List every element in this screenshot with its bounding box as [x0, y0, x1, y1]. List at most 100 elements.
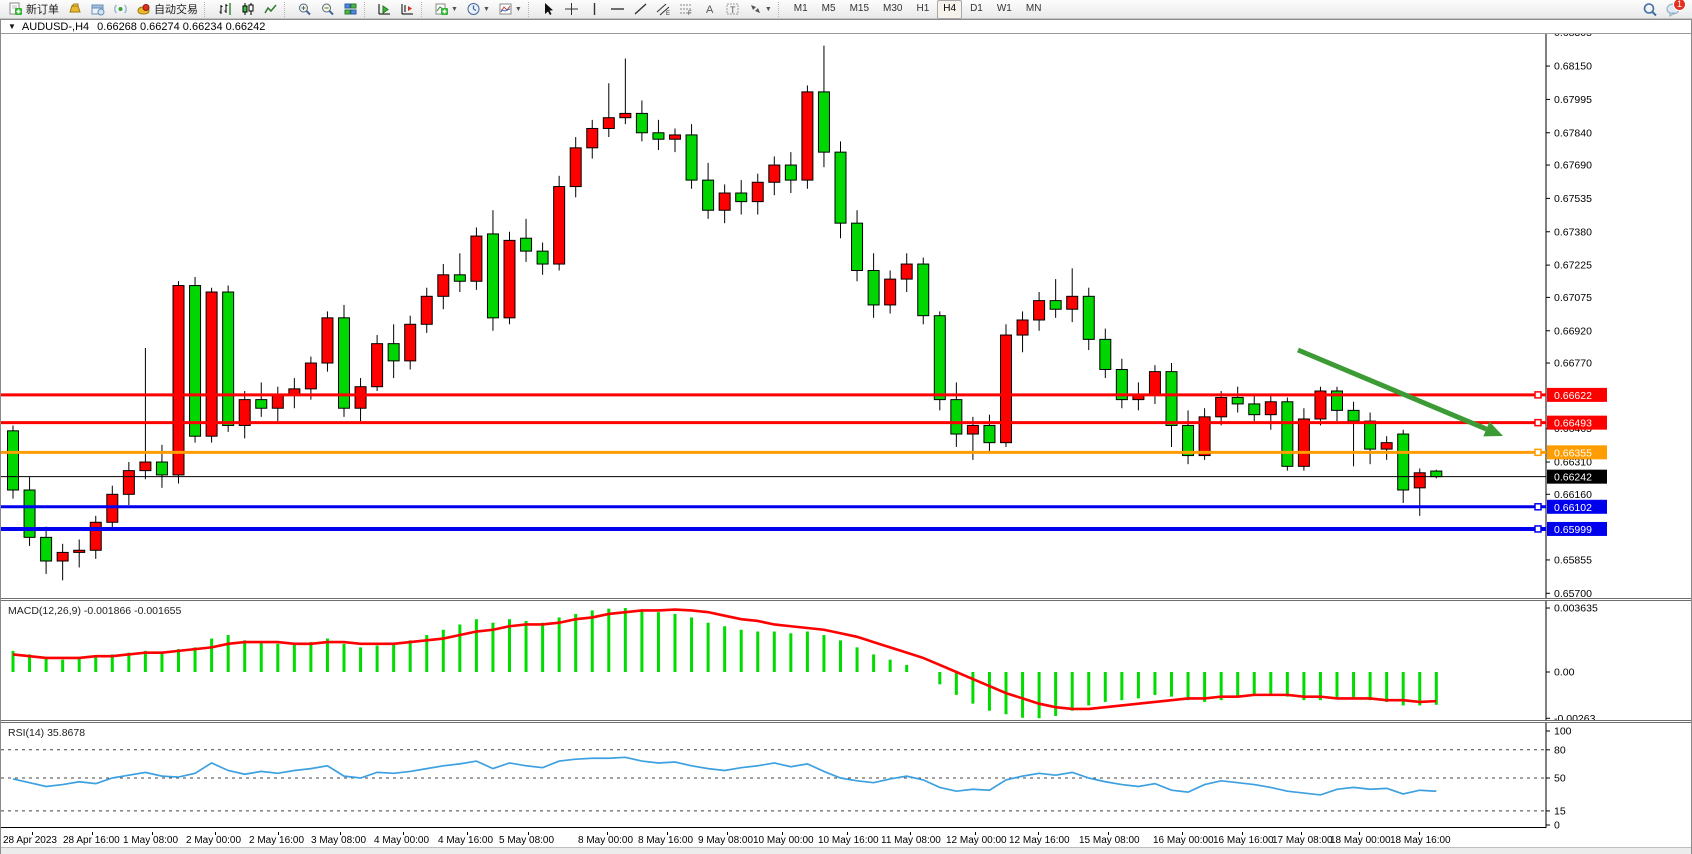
time-tick — [910, 832, 911, 835]
time-label: 28 Apr 16:00 — [63, 835, 120, 846]
periods-button[interactable]: ▼ — [462, 1, 494, 18]
macd-indicator-pane[interactable]: 0.003635 0.00 -0.00263 MACD(12,26,9) -0.001… — [1, 601, 1692, 720]
svg-text:0.67995: 0.67995 — [1554, 94, 1592, 106]
notifications-button[interactable]: 1 — [1661, 0, 1686, 18]
toolbar-separator — [777, 1, 784, 17]
time-label: 12 May 16:00 — [1009, 835, 1070, 846]
line-chart-icon — [263, 2, 278, 16]
zoom-out-button[interactable] — [316, 1, 339, 18]
chat-bubble-icon: 1 — [1665, 0, 1686, 17]
horizontal-line-tool-button[interactable] — [606, 1, 629, 18]
timeframe-m30-button[interactable]: M30 — [883, 2, 903, 14]
svg-text:-0.00263: -0.00263 — [1554, 713, 1596, 720]
market-watch-button[interactable] — [63, 1, 86, 18]
time-tick — [667, 832, 668, 835]
toolbar-separator — [527, 1, 534, 17]
toolbar-separator — [204, 1, 210, 17]
chart-window: ▼ AUDUSD-,H4 0.66268 0.66274 0.66234 0.6… — [0, 19, 1692, 854]
svg-text:15: 15 — [1554, 805, 1566, 817]
time-label: 18 May 16:00 — [1390, 835, 1451, 846]
time-label: 10 May 00:00 — [753, 835, 814, 846]
auto-scroll-button[interactable] — [373, 1, 396, 18]
time-label: 5 May 08:00 — [499, 835, 555, 846]
time-tick — [847, 832, 848, 835]
time-tick — [1038, 832, 1039, 835]
svg-text:0.65700: 0.65700 — [1554, 588, 1592, 598]
time-label: 18 May 00:00 — [1330, 835, 1391, 846]
fibonacci-tool-button[interactable]: F — [675, 1, 698, 18]
time-tick — [403, 832, 404, 835]
pane-separator[interactable] — [1, 720, 1691, 723]
tile-windows-icon — [343, 2, 358, 16]
svg-text:0.66493: 0.66493 — [1554, 418, 1592, 430]
rsi-indicator-pane[interactable]: 100 80 50 15 0 RSI(14) 35.8678 — [1, 723, 1692, 832]
text-tool-button[interactable]: A — [698, 1, 721, 18]
signals-button[interactable] — [109, 1, 132, 18]
toolbar-right: 1 — [1638, 0, 1692, 18]
trendline-tool-button[interactable] — [629, 1, 652, 18]
timeframe-w1-button[interactable]: W1 — [996, 2, 1012, 14]
text-icon: A — [702, 2, 717, 16]
window-icon — [90, 2, 105, 16]
time-tick — [528, 832, 529, 835]
svg-text:50: 50 — [1554, 773, 1566, 785]
arrows-icon — [748, 2, 763, 16]
main-price-chart[interactable]: 0.68305 0.68150 0.67995 0.67840 0.67690 0.675… — [1, 34, 1692, 598]
svg-text:E: E — [666, 11, 670, 16]
tile-windows-button[interactable] — [339, 1, 362, 18]
chart-shift-icon — [400, 2, 415, 16]
time-tick — [727, 832, 728, 835]
time-label: 3 May 08:00 — [311, 835, 367, 846]
timeframe-m15-button[interactable]: M15 — [849, 2, 870, 14]
candlestick-mode-button[interactable] — [236, 1, 259, 18]
svg-text:0.66622: 0.66622 — [1554, 390, 1592, 402]
zoom-in-button[interactable] — [293, 1, 316, 18]
template-icon — [498, 2, 513, 16]
svg-text:100: 100 — [1554, 726, 1572, 738]
chart-shift-button[interactable] — [396, 1, 419, 18]
line-chart-mode-button[interactable] — [259, 1, 282, 18]
time-tick — [1242, 832, 1243, 835]
trend-arrow-annotation — [1483, 421, 1503, 437]
time-axis[interactable]: 28 Apr 2023 28 Apr 16:00 1 May 08:00 2 May … — [1, 832, 1691, 847]
timeframe-mn-button[interactable]: MN — [1025, 2, 1042, 14]
time-tick — [152, 832, 153, 835]
svg-text:0.67535: 0.67535 — [1554, 193, 1592, 205]
pane-separator[interactable] — [1, 598, 1691, 601]
timeframe-d1-button[interactable]: D1 — [970, 2, 983, 14]
channel-tool-button[interactable]: E — [652, 1, 675, 18]
svg-text:0.65999: 0.65999 — [1554, 524, 1592, 536]
bar-chart-mode-button[interactable] — [213, 1, 236, 18]
svg-text:0.66920: 0.66920 — [1554, 325, 1592, 337]
time-tick — [1182, 832, 1183, 835]
time-label: 12 May 00:00 — [946, 835, 1007, 846]
text-label-tool-button[interactable]: T — [721, 1, 744, 18]
timeframe-m1-button[interactable]: M1 — [793, 2, 808, 14]
timeframe-m5-button[interactable]: M5 — [821, 2, 836, 14]
svg-text:T: T — [730, 5, 736, 15]
collapse-triangle-icon[interactable]: ▼ — [8, 22, 16, 31]
search-button[interactable] — [1638, 1, 1661, 18]
arrows-tool-button[interactable]: ▼ — [744, 1, 776, 18]
add-indicator-button[interactable]: ▼ — [430, 1, 462, 18]
svg-text:0.66102: 0.66102 — [1554, 502, 1592, 514]
cursor-tool-button[interactable] — [537, 1, 560, 18]
time-label: 8 May 16:00 — [638, 835, 694, 846]
chart-window-button[interactable] — [86, 1, 109, 18]
timeframe-h1-button[interactable]: H1 — [916, 2, 930, 14]
chevron-down-icon: ▼ — [482, 5, 490, 13]
svg-text:0.66770: 0.66770 — [1554, 358, 1592, 370]
time-label: 9 May 08:00 — [698, 835, 754, 846]
timeframe-h4-button[interactable]: H4 — [937, 0, 963, 19]
chart-title-bar[interactable]: ▼ AUDUSD-,H4 0.66268 0.66274 0.66234 0.6… — [1, 20, 1691, 34]
new-order-button[interactable]: 新订单 — [4, 1, 63, 18]
chevron-down-icon: ▼ — [764, 5, 772, 13]
toolbar-separator — [421, 1, 427, 17]
vertical-line-tool-button[interactable] — [583, 1, 606, 18]
time-tick — [1359, 832, 1360, 835]
templates-button[interactable]: ▼ — [494, 1, 526, 18]
time-tick — [1419, 832, 1420, 835]
crosshair-tool-button[interactable] — [560, 1, 583, 18]
autotrade-button[interactable]: 自动交易 — [132, 1, 202, 18]
svg-text:0.66160: 0.66160 — [1554, 489, 1592, 501]
